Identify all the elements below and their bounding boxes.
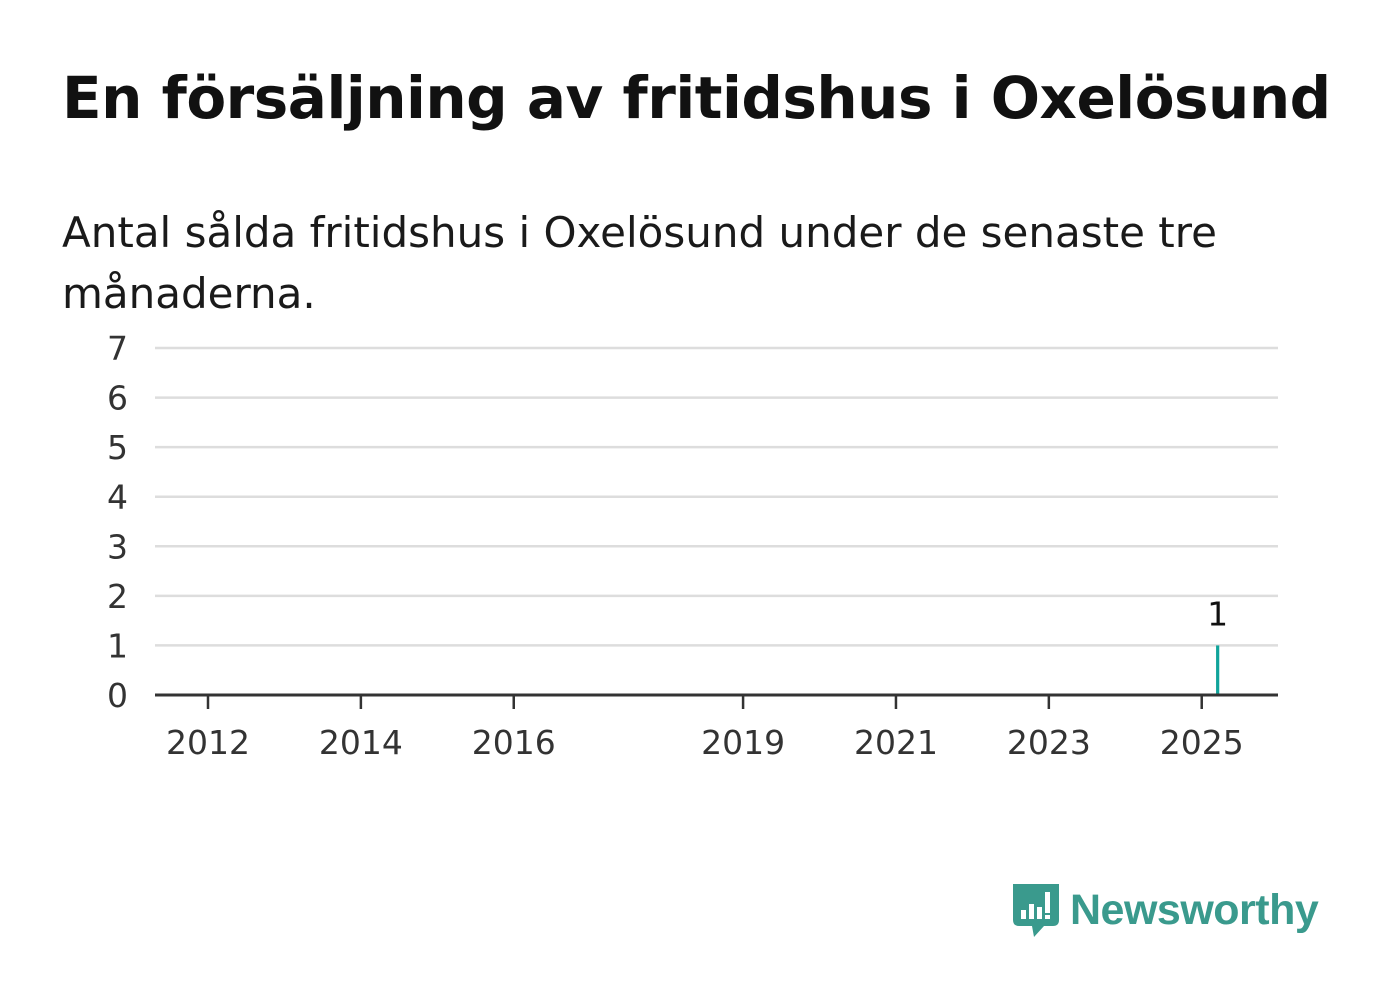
x-tick-label: 2019 xyxy=(701,723,785,762)
y-tick-label: 7 xyxy=(107,329,128,368)
x-tick-label: 2016 xyxy=(472,723,556,762)
brand-name: Newsworthy xyxy=(1070,885,1319,934)
y-tick-label: 4 xyxy=(107,478,128,517)
x-tick-label: 2025 xyxy=(1160,723,1244,762)
newsworthy-logo-icon xyxy=(1013,884,1059,937)
brand-logo: Newsworthy xyxy=(1010,878,1319,942)
x-tick-label: 2023 xyxy=(1007,723,1091,762)
chart-subtitle: Antal sålda fritidshus i Oxelösund under… xyxy=(62,208,1217,318)
y-tick-label: 3 xyxy=(107,527,128,566)
x-tick-label: 2012 xyxy=(166,723,250,762)
highlight-bar xyxy=(1216,645,1220,695)
x-tick-label: 2021 xyxy=(854,723,938,762)
chart-title: En försäljning av fritidshus i Oxelösund xyxy=(62,64,1331,132)
y-tick-label: 5 xyxy=(107,428,128,467)
highlight-value-label: 1 xyxy=(1207,594,1228,633)
y-tick-label: 6 xyxy=(107,379,128,418)
y-tick-label: 0 xyxy=(107,676,128,715)
y-tick-label: 1 xyxy=(107,626,128,665)
y-tick-label: 2 xyxy=(107,577,128,616)
x-tick-label: 2014 xyxy=(319,723,403,762)
